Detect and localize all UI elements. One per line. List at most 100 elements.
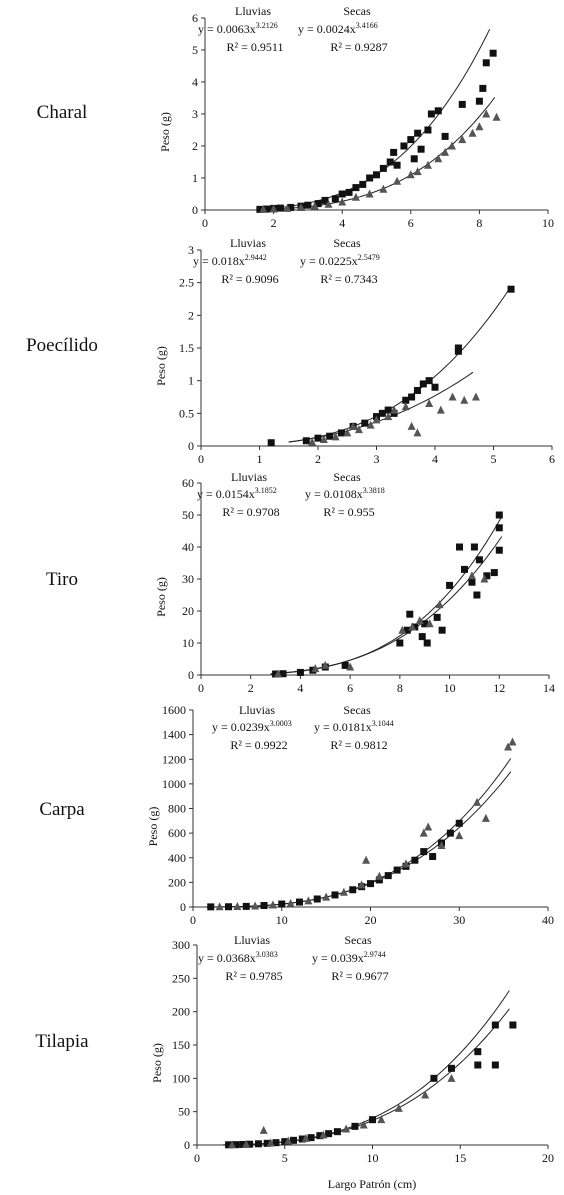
point-lluvias xyxy=(411,623,419,631)
point-lluvias xyxy=(313,895,321,903)
x-tick-label: 6 xyxy=(408,216,414,230)
equation-exponent: 3.2126 xyxy=(256,21,278,30)
x-tick-label: 6 xyxy=(549,452,555,466)
y-tick-label: 1200 xyxy=(162,752,186,766)
point-secas xyxy=(421,1090,430,1099)
point-lluvias xyxy=(460,565,468,573)
equation-0: y = 0.0154x3.1852 xyxy=(197,486,277,501)
x-axis-title: Largo Patrón (cm) xyxy=(328,1177,416,1191)
species-label: Charal xyxy=(37,102,88,123)
point-secas xyxy=(251,901,260,910)
point-lluvias xyxy=(316,1132,324,1140)
season-name-1: Secas xyxy=(333,236,361,250)
point-lluvias xyxy=(425,377,433,385)
y-tick-label: 200 xyxy=(168,875,186,889)
panel-4: Tilapia 0 50 100 150 200 250 300 0 5 10 15 20 Peso (g… xyxy=(35,933,554,1165)
species-label: Tiro xyxy=(46,569,78,590)
y-tick-label: 0 xyxy=(184,1138,190,1152)
equation-exponent: 3.1044 xyxy=(372,719,394,728)
point-lluvias xyxy=(458,100,466,108)
point-lluvias xyxy=(470,543,478,551)
point-secas xyxy=(460,395,469,404)
point-secas xyxy=(508,737,517,746)
point-lluvias xyxy=(483,572,491,580)
point-lluvias xyxy=(441,132,449,140)
equation-exponent: 3.0003 xyxy=(270,719,292,728)
point-lluvias xyxy=(429,853,437,861)
point-lluvias xyxy=(447,1064,455,1072)
r2-0: R² = 0.9708 xyxy=(222,505,279,519)
point-lluvias xyxy=(331,195,339,203)
point-secas xyxy=(286,899,295,908)
panel-3: Carpa 0 200 400 600 800 1000 1200 1400 1600 0 10 20 3… xyxy=(39,703,554,927)
y-tick-label: 2 xyxy=(192,139,198,153)
species-label: Tilapia xyxy=(35,1031,89,1052)
point-lluvias xyxy=(207,903,215,911)
point-secas xyxy=(269,204,278,213)
x-tick-label: 0 xyxy=(198,452,204,466)
point-lluvias xyxy=(482,59,490,67)
y-tick-label: 1600 xyxy=(162,703,186,717)
x-tick-label: 0 xyxy=(198,681,204,695)
point-lluvias xyxy=(232,1141,240,1149)
y-tick-label: 0 xyxy=(180,900,186,914)
point-secas xyxy=(435,600,444,609)
point-secas xyxy=(274,669,283,678)
point-lluvias xyxy=(276,204,284,212)
point-lluvias xyxy=(474,1048,482,1056)
point-secas xyxy=(455,831,464,840)
point-secas xyxy=(319,434,328,443)
point-secas xyxy=(393,176,402,185)
point-lluvias xyxy=(256,205,264,213)
point-lluvias xyxy=(272,1139,280,1147)
point-lluvias xyxy=(351,1122,359,1130)
equation-1: y = 0.0024x3.4166 xyxy=(298,21,378,36)
x-tick-label: 14 xyxy=(543,681,555,695)
season-name-0: Lluvias xyxy=(234,933,270,947)
point-secas xyxy=(354,425,363,434)
point-lluvias xyxy=(417,145,425,153)
equation-1: y = 0.0225x2.5479 xyxy=(300,253,380,268)
point-lluvias xyxy=(341,661,349,669)
season-name-1: Secas xyxy=(344,933,372,947)
point-secas xyxy=(458,135,467,144)
point-secas xyxy=(504,742,513,751)
point-lluvias xyxy=(474,1061,482,1069)
point-lluvias xyxy=(321,196,329,204)
point-lluvias xyxy=(296,668,304,676)
x-tick-label: 10 xyxy=(367,1151,379,1165)
y-tick-label: 50 xyxy=(178,1105,190,1119)
equation-0: y = 0.018x2.9442 xyxy=(193,253,267,268)
point-lluvias xyxy=(419,380,427,388)
y-axis-title: Peso (g) xyxy=(154,346,168,386)
y-tick-label: 1400 xyxy=(162,728,186,742)
point-lluvias xyxy=(279,670,287,678)
fit-curve-lluvias xyxy=(270,536,503,675)
r2-0: R² = 0.9785 xyxy=(225,969,282,983)
season-name-1: Secas xyxy=(333,470,361,484)
point-secas xyxy=(481,813,490,822)
point-secas xyxy=(372,415,381,424)
r2-1: R² = 0.9287 xyxy=(330,40,387,54)
x-tick-label: 10 xyxy=(542,216,554,230)
point-lluvias xyxy=(400,142,408,150)
point-lluvias xyxy=(302,437,310,445)
point-lluvias xyxy=(333,1128,341,1136)
x-tick-label: 0 xyxy=(202,216,208,230)
point-lluvias xyxy=(386,158,394,166)
point-secas xyxy=(413,428,422,437)
point-lluvias xyxy=(359,180,367,188)
point-secas xyxy=(331,432,340,441)
point-lluvias xyxy=(490,569,498,577)
r2-0: R² = 0.9096 xyxy=(221,272,278,286)
point-lluvias xyxy=(407,136,415,144)
y-axis-title: Peso (g) xyxy=(154,577,168,617)
point-secas xyxy=(242,1139,251,1148)
point-secas xyxy=(266,1138,275,1147)
point-secas xyxy=(365,189,374,198)
point-secas xyxy=(362,855,371,864)
point-secas xyxy=(413,167,422,176)
y-tick-label: 20 xyxy=(182,604,194,618)
